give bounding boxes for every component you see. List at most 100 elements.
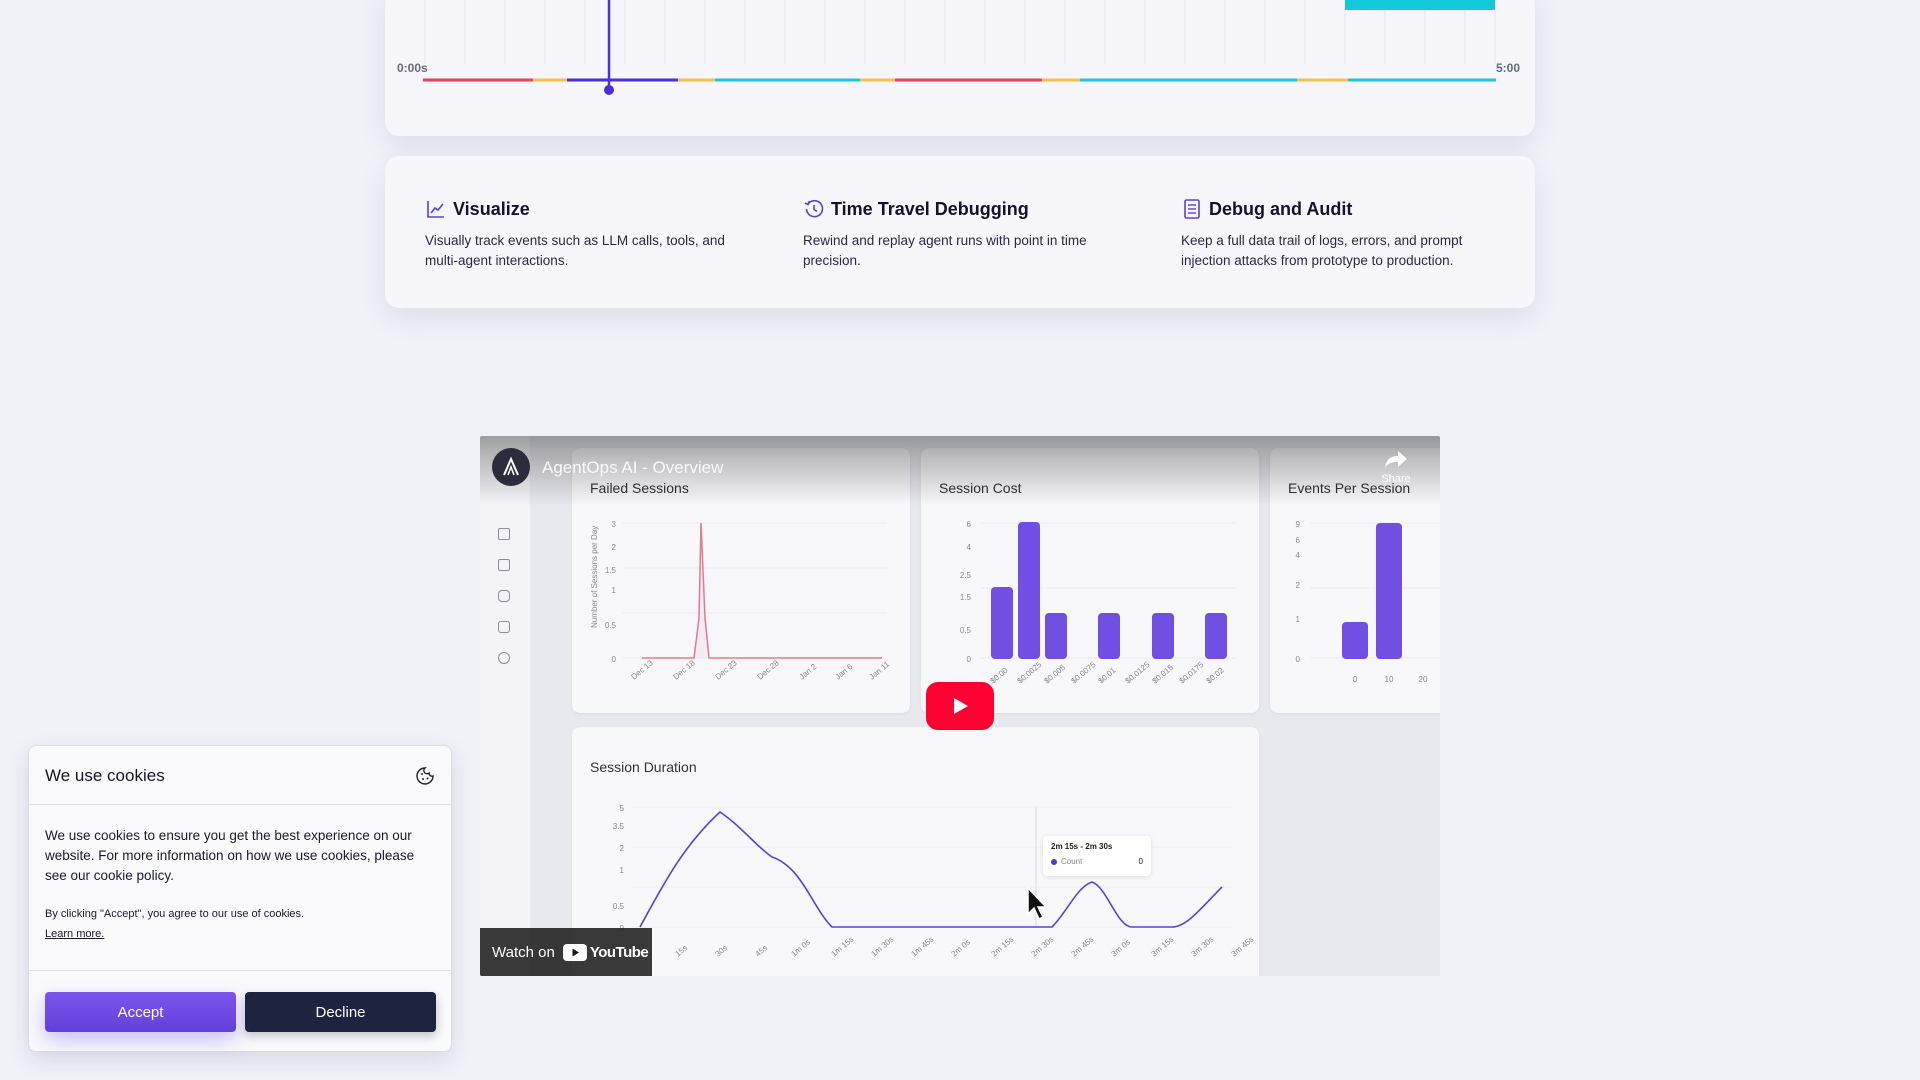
svg-text:Dec 28: Dec 28	[756, 658, 782, 682]
events-per-session-panel: Events Per Session 9 6 4 2 1 0 0 10 20	[1270, 448, 1440, 713]
cookie-description: We use cookies to ensure you get the bes…	[45, 828, 415, 883]
failed-sessions-panel: Failed Sessions 3 2 1.5 1 0.5 0 Dec 13 D…	[572, 448, 910, 713]
svg-text:Jan 2: Jan 2	[798, 662, 819, 682]
svg-text:3m 30s: 3m 30s	[1190, 935, 1216, 959]
cookie-divider	[29, 804, 451, 805]
svg-text:1m 0s: 1m 0s	[790, 938, 812, 959]
svg-text:1: 1	[1296, 615, 1301, 624]
svg-text:1.5: 1.5	[960, 593, 972, 602]
svg-text:$0.0025: $0.0025	[1016, 660, 1044, 686]
svg-text:1: 1	[620, 866, 625, 875]
svg-text:$0.0075: $0.0075	[1070, 660, 1098, 686]
svg-text:Jan 6: Jan 6	[834, 662, 855, 682]
svg-text:0: 0	[612, 655, 617, 664]
cookie-consent-text: By clicking "Accept", you agree to our u…	[45, 908, 305, 920]
svg-text:3: 3	[612, 520, 617, 529]
svg-text:Dec 23: Dec 23	[714, 658, 740, 682]
play-icon	[954, 698, 968, 714]
youtube-logo: YouTube	[562, 943, 649, 961]
agentops-logo-icon	[503, 456, 519, 476]
svg-text:1.5: 1.5	[605, 566, 617, 575]
video-app-sidebar	[480, 436, 530, 976]
watch-on-label: Watch on	[492, 943, 555, 961]
svg-text:2m 45s: 2m 45s	[1070, 935, 1096, 959]
svg-text:2: 2	[1296, 581, 1301, 590]
sidebar-settings-icon	[498, 652, 510, 664]
sidebar-chat-icon	[498, 621, 510, 633]
svg-text:$0.005: $0.005	[1043, 663, 1068, 686]
feature-debug-audit: Debug and Audit Keep a full data trail o…	[1181, 198, 1511, 271]
svg-text:0.5: 0.5	[960, 626, 972, 635]
feature-title: Time Travel Debugging	[831, 198, 1029, 219]
svg-text:0: 0	[1296, 655, 1301, 664]
history-icon	[804, 199, 824, 218]
svg-text:0: 0	[1353, 675, 1358, 684]
watch-on-youtube-button[interactable]: Watch on YouTube	[480, 928, 652, 976]
svg-text:2: 2	[620, 844, 625, 853]
svg-text:10: 10	[1385, 675, 1394, 684]
session-cost-panel: Session Cost 6 4 2.5 1.5 0.5 0 $0.00 $0.…	[921, 448, 1259, 713]
share-icon	[1385, 451, 1407, 468]
feature-time-travel: Time Travel Debugging Rewind and replay …	[803, 198, 1133, 271]
svg-text:Jan 11: Jan 11	[868, 659, 892, 681]
youtube-wordmark: YouTube	[589, 943, 649, 961]
panel-title: Session Cost	[939, 480, 1021, 496]
svg-text:2m 30s: 2m 30s	[1030, 935, 1056, 959]
document-icon	[1184, 199, 1200, 219]
youtube-icon	[562, 943, 587, 961]
mouse-cursor-icon	[1027, 886, 1048, 921]
svg-text:1m 30s: 1m 30s	[870, 935, 896, 959]
svg-text:6: 6	[1296, 536, 1301, 545]
svg-text:5: 5	[620, 804, 625, 813]
share-label: Share	[1381, 473, 1411, 485]
youtube-video-embed[interactable]: Failed Sessions 3 2 1.5 1 0.5 0 Dec 13 D…	[480, 436, 1440, 976]
svg-text:30s: 30s	[714, 943, 730, 958]
sidebar-robot-icon	[498, 590, 510, 602]
cookie-banner: We use cookies We use cookies to ensure …	[28, 745, 452, 1052]
svg-text:$0.01: $0.01	[1097, 665, 1119, 685]
svg-text:Dec 13: Dec 13	[630, 658, 656, 682]
channel-avatar[interactable]	[492, 448, 530, 486]
tooltip-label: Count	[1061, 857, 1083, 866]
cookie-icon	[416, 767, 434, 785]
svg-text:$0.015: $0.015	[1151, 663, 1176, 686]
chart-tooltip: 2m 15s - 2m 30s Count 0	[1043, 836, 1151, 876]
timeline-chart	[423, 0, 1496, 95]
accept-button[interactable]: Accept	[45, 992, 236, 1032]
video-title[interactable]: AgentOps AI - Overview	[542, 458, 724, 477]
learn-more-link[interactable]: Learn more.	[45, 928, 105, 940]
svg-text:1m 45s: 1m 45s	[910, 935, 936, 959]
svg-text:$0.02: $0.02	[1205, 665, 1227, 685]
svg-text:15s: 15s	[674, 943, 690, 958]
svg-text:6: 6	[967, 520, 972, 529]
cookie-title: We use cookies	[45, 766, 165, 785]
timeline-end-label: 5:00	[1496, 61, 1521, 75]
svg-text:2m 0s: 2m 0s	[950, 938, 972, 959]
svg-text:$0.0125: $0.0125	[1124, 660, 1152, 686]
timeline-start-label: 0:00s	[397, 61, 428, 75]
svg-text:Number of Sessions per Day: Number of Sessions per Day	[590, 526, 599, 628]
svg-text:$0.0175: $0.0175	[1178, 660, 1206, 686]
svg-text:4: 4	[967, 543, 972, 552]
sidebar-file-icon	[498, 559, 510, 571]
cookie-divider	[29, 970, 451, 971]
svg-text:0: 0	[967, 655, 972, 664]
svg-text:2: 2	[612, 543, 617, 552]
panel-title: Session Duration	[590, 759, 697, 775]
play-button[interactable]	[926, 682, 994, 730]
svg-text:3m 0s: 3m 0s	[1110, 938, 1132, 959]
svg-text:9: 9	[1296, 520, 1301, 529]
decline-button[interactable]: Decline	[245, 992, 436, 1032]
panel-title: Failed Sessions	[590, 480, 689, 496]
share-button[interactable]: Share	[1376, 448, 1416, 485]
features-card: Visualize Visually track events such as …	[385, 156, 1535, 308]
svg-text:1: 1	[612, 586, 617, 595]
svg-text:3m 15s: 3m 15s	[1150, 935, 1176, 959]
svg-text:3m 45s: 3m 45s	[1230, 935, 1256, 959]
svg-text:0.5: 0.5	[613, 902, 625, 911]
svg-text:3.5: 3.5	[613, 822, 625, 831]
tooltip-title: 2m 15s - 2m 30s	[1051, 842, 1113, 851]
series-dot-icon	[1051, 858, 1057, 865]
timeline-card: 0:00s 5:00	[385, 0, 1535, 136]
timeline-playhead[interactable]	[604, 0, 614, 95]
